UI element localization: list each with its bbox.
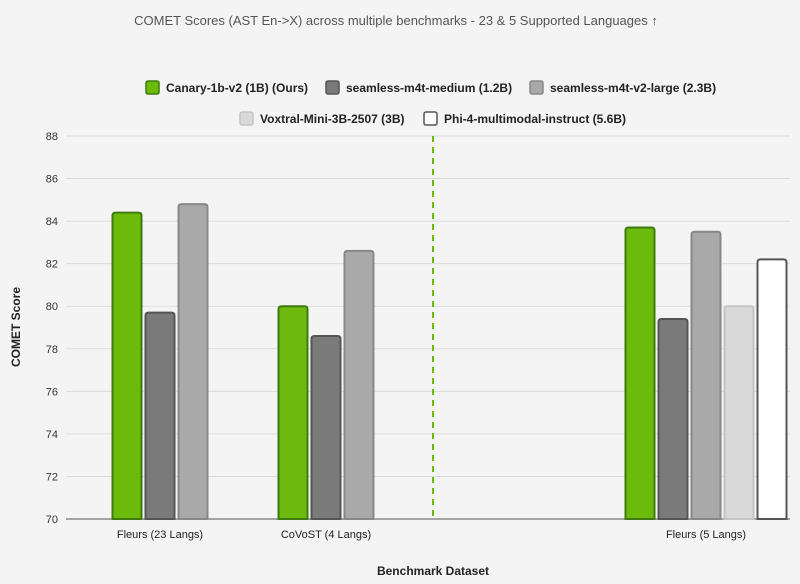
x-axis: Fleurs (23 Langs) CoVoST (4 Langs) Fleurs … <box>117 529 746 541</box>
bar <box>756 258 788 520</box>
legend-swatch <box>325 80 340 95</box>
x-tick-label: Fleurs (23 Langs) <box>117 529 203 541</box>
bar <box>624 226 656 520</box>
legend-swatch <box>529 80 544 95</box>
legend-label: Voxtral-Mini-3B-2507 (3B) <box>260 112 404 126</box>
legend-label: seamless-m4t-v2-large (2.3B) <box>550 81 716 95</box>
y-tick-label: 88 <box>46 131 58 143</box>
bar <box>111 211 143 520</box>
x-tick-label: Fleurs (5 Langs) <box>666 529 746 541</box>
y-axis-title: COMET Score <box>9 287 23 367</box>
y-tick-label: 78 <box>46 344 58 356</box>
legend-swatch <box>239 111 254 126</box>
bar <box>657 317 689 520</box>
legend-label: Phi-4-multimodal-instruct (5.6B) <box>444 112 626 126</box>
y-tick-label: 70 <box>46 514 58 526</box>
x-axis-title: Benchmark Dataset <box>377 564 489 578</box>
y-tick-label: 74 <box>46 429 58 441</box>
bars <box>111 203 788 520</box>
y-tick-label: 86 <box>46 174 58 186</box>
y-tick-label: 82 <box>46 259 58 271</box>
bar <box>343 249 375 520</box>
bar <box>144 311 176 520</box>
legend-swatch <box>145 80 160 95</box>
y-ticks: 70 72 74 76 78 80 82 84 86 88 <box>46 131 58 526</box>
legend-label: Canary-1b-v2 (1B) (Ours) <box>166 81 308 95</box>
legend-label: seamless-m4t-medium (1.2B) <box>346 81 512 95</box>
legend: Canary-1b-v2 (1B) (Ours) seamless-m4t-med… <box>145 80 716 126</box>
bar <box>310 335 342 520</box>
legend-swatch <box>423 111 438 126</box>
bar <box>277 305 309 520</box>
y-tick-label: 72 <box>46 471 58 483</box>
chart-title: COMET Scores (AST En->X) across multiple… <box>134 13 658 28</box>
y-tick-label: 76 <box>46 386 58 398</box>
bar <box>177 203 209 520</box>
y-tick-label: 80 <box>46 301 58 313</box>
x-tick-label: CoVoST (4 Langs) <box>281 529 371 541</box>
bar <box>723 305 755 520</box>
y-tick-label: 84 <box>46 216 58 228</box>
bar <box>690 230 722 520</box>
